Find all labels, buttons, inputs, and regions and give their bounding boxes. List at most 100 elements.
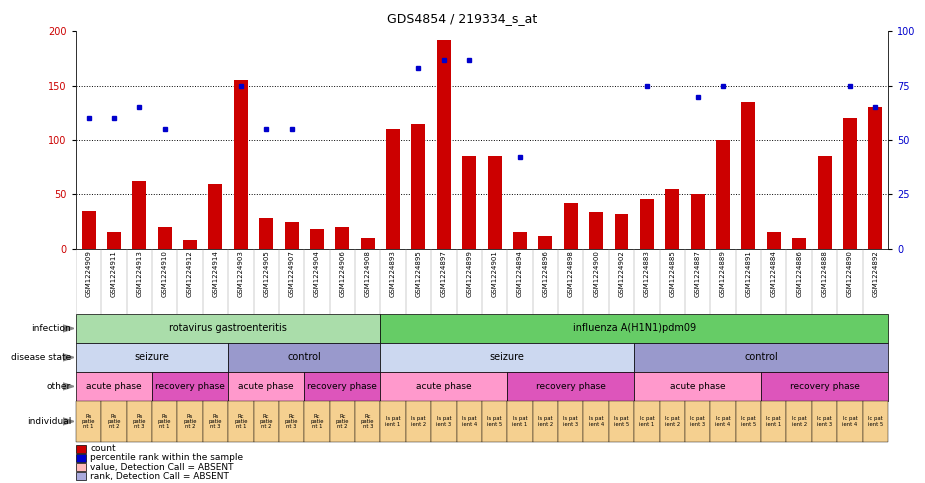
Bar: [716, 140, 730, 249]
Bar: [152, 372, 228, 401]
Text: GSM1224904: GSM1224904: [314, 250, 320, 297]
Text: acute phase: acute phase: [86, 382, 142, 391]
Bar: [361, 238, 375, 249]
Text: count: count: [91, 444, 116, 454]
Text: Is pat
ient 4: Is pat ient 4: [462, 416, 477, 426]
Text: lc pat
ient 3: lc pat ient 3: [690, 416, 705, 426]
Text: GSM1224905: GSM1224905: [264, 250, 269, 297]
Bar: [635, 343, 888, 372]
Bar: [76, 314, 380, 343]
Text: lc pat
ient 5: lc pat ient 5: [741, 416, 756, 426]
Text: Rs
patie
nt 1: Rs patie nt 1: [158, 413, 171, 429]
Text: Is pat
ient 4: Is pat ient 4: [588, 416, 604, 426]
Bar: [76, 343, 228, 372]
Text: Is pat
ient 2: Is pat ient 2: [411, 416, 426, 426]
Bar: [157, 227, 172, 249]
Text: GSM1224901: GSM1224901: [491, 250, 498, 297]
Text: GSM1224894: GSM1224894: [517, 250, 523, 297]
Text: percentile rank within the sample: percentile rank within the sample: [91, 454, 243, 462]
Text: Is pat
ient 1: Is pat ient 1: [386, 416, 401, 426]
Text: GSM1224897: GSM1224897: [441, 250, 447, 297]
Bar: [76, 454, 86, 462]
Text: other: other: [47, 382, 71, 391]
Bar: [127, 401, 152, 442]
Bar: [609, 401, 635, 442]
Bar: [635, 372, 761, 401]
Bar: [279, 401, 304, 442]
Text: rotavirus gastroenteritis: rotavirus gastroenteritis: [169, 324, 287, 333]
Bar: [792, 238, 807, 249]
Bar: [507, 401, 533, 442]
Bar: [761, 401, 786, 442]
Text: Rs
patie
nt 3: Rs patie nt 3: [209, 413, 222, 429]
Text: GSM1224900: GSM1224900: [593, 250, 599, 297]
Text: control: control: [288, 353, 321, 362]
Bar: [684, 401, 710, 442]
Text: GSM1224895: GSM1224895: [415, 250, 422, 297]
Text: Rc
patie
nt 3: Rc patie nt 3: [285, 413, 299, 429]
Bar: [710, 401, 735, 442]
Text: recovery phase: recovery phase: [307, 382, 377, 391]
Bar: [386, 129, 401, 249]
Bar: [614, 214, 628, 249]
Text: Is pat
ient 1: Is pat ient 1: [512, 416, 527, 426]
Text: Rc
patie
nt 2: Rc patie nt 2: [259, 413, 273, 429]
Bar: [786, 401, 812, 442]
Text: control: control: [745, 353, 778, 362]
Bar: [76, 463, 86, 471]
Text: lc pat
ient 2: lc pat ient 2: [792, 416, 807, 426]
Text: Rs
patie
nt 1: Rs patie nt 1: [81, 413, 95, 429]
Text: GSM1224896: GSM1224896: [542, 250, 549, 297]
Bar: [563, 203, 578, 249]
Bar: [228, 343, 380, 372]
Text: Rs
patie
nt 3: Rs patie nt 3: [132, 413, 146, 429]
Text: GSM1224887: GSM1224887: [695, 250, 700, 297]
Text: GDS4854 / 219334_s_at: GDS4854 / 219334_s_at: [388, 12, 537, 25]
Text: Is pat
ient 3: Is pat ient 3: [563, 416, 578, 426]
Bar: [513, 232, 527, 249]
Text: lc pat
ient 3: lc pat ient 3: [817, 416, 832, 426]
Bar: [482, 401, 507, 442]
Text: GSM1224903: GSM1224903: [238, 250, 244, 297]
Bar: [635, 401, 660, 442]
Text: acute phase: acute phase: [416, 382, 472, 391]
Bar: [76, 401, 101, 442]
Bar: [203, 401, 228, 442]
Text: GSM1224908: GSM1224908: [364, 250, 371, 297]
Bar: [380, 372, 507, 401]
Bar: [101, 401, 127, 442]
Bar: [81, 211, 95, 249]
Bar: [178, 401, 203, 442]
Text: lc pat
ient 1: lc pat ient 1: [766, 416, 782, 426]
Bar: [558, 401, 584, 442]
Bar: [355, 401, 380, 442]
Text: acute phase: acute phase: [239, 382, 294, 391]
Bar: [812, 401, 837, 442]
Bar: [660, 401, 685, 442]
Bar: [584, 401, 609, 442]
Polygon shape: [63, 325, 74, 332]
Text: GSM1224907: GSM1224907: [289, 250, 294, 297]
Bar: [380, 314, 888, 343]
Bar: [843, 118, 857, 249]
Bar: [285, 222, 299, 249]
Text: Rc
patie
nt 1: Rc patie nt 1: [234, 413, 248, 429]
Bar: [691, 194, 705, 249]
Text: infection: infection: [31, 324, 71, 333]
Text: GSM1224914: GSM1224914: [213, 250, 218, 297]
Text: influenza A(H1N1)pdm09: influenza A(H1N1)pdm09: [573, 324, 696, 333]
Text: recovery phase: recovery phase: [790, 382, 859, 391]
Bar: [742, 102, 756, 249]
Text: GSM1224883: GSM1224883: [644, 250, 650, 297]
Text: GSM1224890: GSM1224890: [847, 250, 853, 297]
Bar: [76, 372, 152, 401]
Bar: [310, 229, 324, 249]
Bar: [412, 124, 426, 249]
Text: Rs
patie
nt 2: Rs patie nt 2: [107, 413, 120, 429]
Text: GSM1224906: GSM1224906: [339, 250, 345, 297]
Bar: [437, 40, 450, 249]
Bar: [76, 472, 86, 481]
Bar: [837, 401, 863, 442]
Text: lc pat
ient 1: lc pat ient 1: [639, 416, 655, 426]
Text: lc pat
ient 5: lc pat ient 5: [868, 416, 883, 426]
